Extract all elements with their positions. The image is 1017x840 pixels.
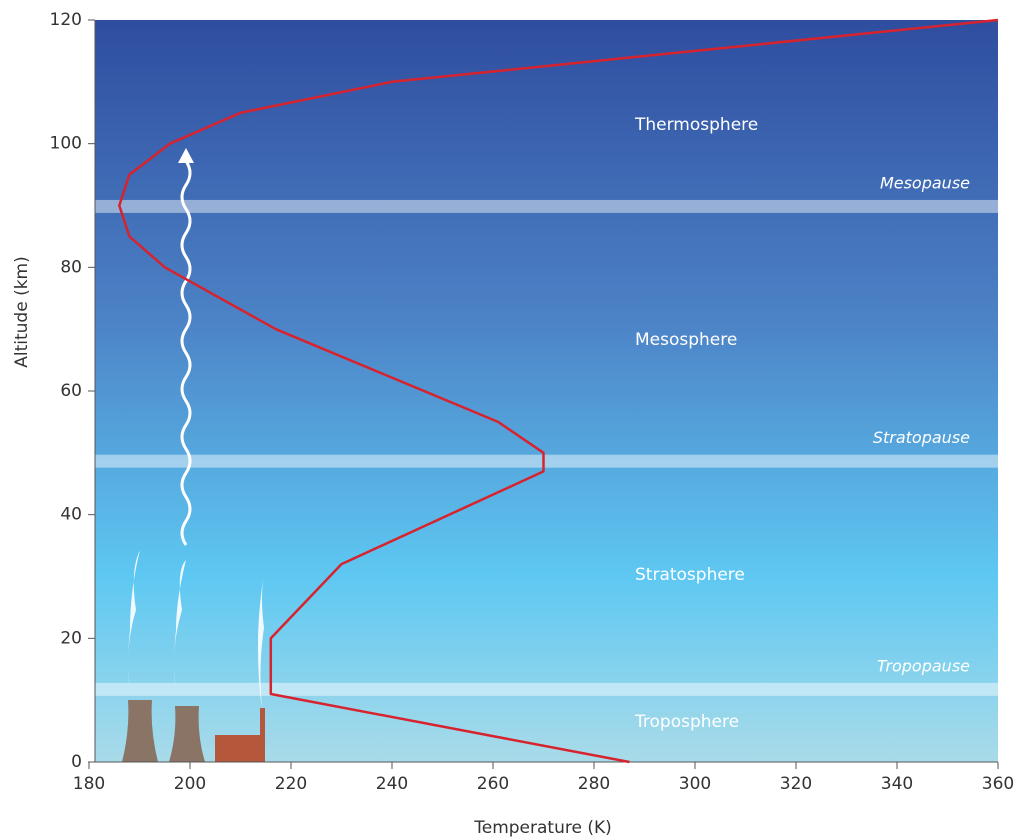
y-tick-label: 80 [60,257,82,277]
layer-label: Thermosphere [634,115,758,135]
boundary-band [95,455,998,468]
x-tick-label: 340 [881,774,913,794]
x-tick-label: 260 [477,774,509,794]
x-axis-title: Temperature (K) [473,818,612,838]
chimney [260,708,265,738]
y-tick-label: 20 [60,628,82,648]
boundary-label: Mesopause [880,173,970,192]
x-tick-label: 180 [73,774,105,794]
x-tick-label: 220 [275,774,307,794]
y-tick-label: 60 [60,381,82,401]
x-tick-label: 360 [982,774,1014,794]
chart: Altitude (km) Temperature (K) Mesopause S… [0,0,1017,840]
layer-label: Troposphere [634,712,739,732]
factory [215,735,265,762]
y-tick-label: 40 [60,505,82,525]
layer-label: Stratosphere [635,565,745,585]
y-axis-title: Altitude (km) [12,256,32,368]
y-tick-label: 120 [50,10,82,30]
x-tick-label: 320 [780,774,812,794]
x-tick-label: 280 [578,774,610,794]
plot-background [95,20,998,762]
x-tick-label: 240 [376,774,408,794]
y-tick-label: 0 [71,752,82,772]
x-tick-label: 300 [679,774,711,794]
boundary-band [95,200,998,213]
boundary-band [95,683,998,696]
layer-label: Mesosphere [635,330,737,350]
boundary-label: Tropopause [877,656,970,675]
x-tick-label: 200 [174,774,206,794]
y-tick-label: 100 [50,134,82,154]
boundary-label: Stratopause [873,428,970,447]
